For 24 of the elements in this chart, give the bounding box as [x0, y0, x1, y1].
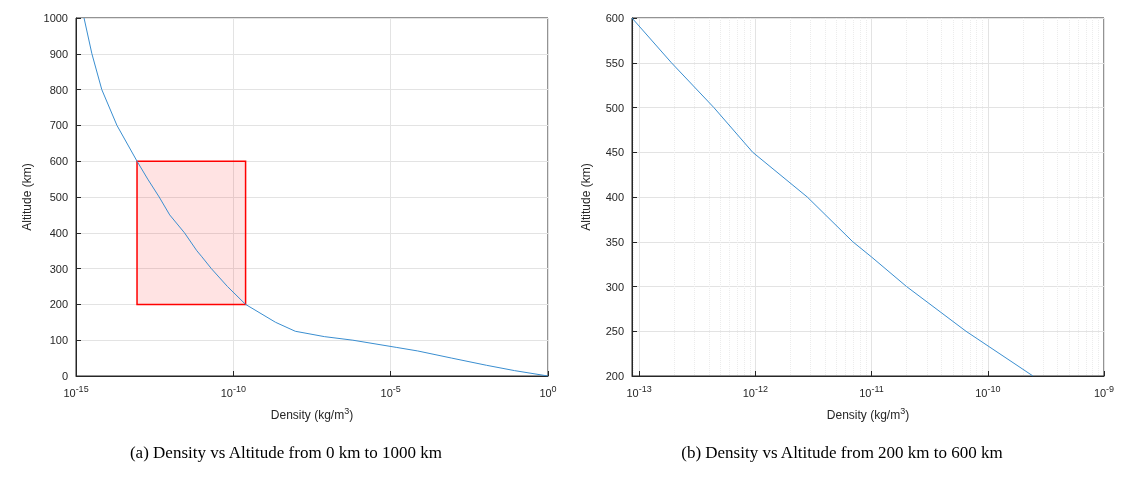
y-tick-label: 200: [605, 370, 624, 382]
y-tick-label: 600: [605, 12, 624, 24]
y-tick-label: 600: [49, 155, 68, 168]
text: (b) Density vs Altitude from 200 km to 600 km: [681, 443, 1003, 462]
y-axis-title: Altitude (km): [19, 163, 34, 231]
y-tick-label: 900: [49, 47, 68, 60]
y-tick-label: 550: [605, 56, 624, 69]
y-tick-label: 1000: [43, 12, 68, 24]
y-tick-label: 500: [49, 191, 68, 203]
y-tick-label: 200: [49, 298, 68, 311]
y-tick-label: 700: [49, 119, 68, 132]
y-tick-label: 100: [49, 334, 68, 347]
y-tick-label: 250: [605, 325, 624, 338]
y-tick-label: 450: [605, 146, 624, 159]
y-tick-label: 800: [49, 83, 68, 96]
y-tick-label: 500: [605, 101, 624, 114]
y-axis-title: Altitude (km): [579, 163, 593, 231]
y-tick-label: 0: [61, 370, 68, 382]
text: (a) Density vs Altitude from 0 km to 1000 km: [129, 443, 443, 462]
y-tick-label: 400: [49, 226, 68, 239]
y-tick-label: 300: [49, 262, 68, 275]
y-tick-label: 400: [605, 191, 624, 203]
y-tick-label: 300: [605, 280, 624, 293]
y-tick-label: 350: [605, 235, 624, 248]
